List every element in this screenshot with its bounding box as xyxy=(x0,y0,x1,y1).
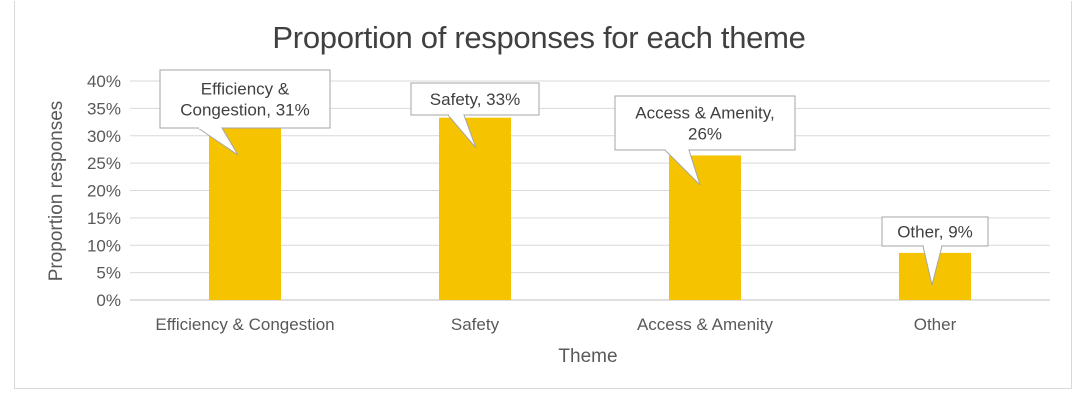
x-tick-label: Other xyxy=(914,315,957,334)
data-label: Other, 9% xyxy=(881,216,989,286)
data-label-text: 26% xyxy=(688,125,722,144)
bars xyxy=(209,117,971,301)
y-tick-label: 30% xyxy=(87,127,121,146)
bar xyxy=(669,155,741,300)
data-label-box xyxy=(159,69,331,129)
y-axis-title: Proportion responses xyxy=(46,101,67,282)
data-label-text: Congestion, 31% xyxy=(180,101,309,120)
data-label-pointer xyxy=(447,114,477,149)
y-tick-label: 15% xyxy=(87,209,121,228)
x-tick-label: Safety xyxy=(451,315,500,334)
data-label-pointer xyxy=(922,245,943,286)
x-tick-label: Efficiency & Congestion xyxy=(155,315,334,334)
data-label-text: Safety, 33% xyxy=(430,90,520,109)
data-label-box xyxy=(410,82,540,116)
data-label-pointer xyxy=(664,149,701,186)
x-axis-title: Theme xyxy=(558,346,617,367)
data-label: Safety, 33% xyxy=(410,82,540,149)
y-tick-label: 0% xyxy=(96,291,121,310)
data-label-box xyxy=(614,95,796,151)
bar xyxy=(209,127,281,300)
data-label: Efficiency & Congestion, 31% xyxy=(159,69,331,156)
y-tick-label: 25% xyxy=(87,154,121,173)
bar xyxy=(439,117,511,301)
chart-frame xyxy=(14,1,1072,389)
chart-title: Proportion of responses for each theme xyxy=(272,20,806,55)
data-label-box xyxy=(881,216,989,247)
data-label-pointer xyxy=(197,127,239,156)
y-tick-label: 20% xyxy=(87,182,121,201)
y-tick-label: 35% xyxy=(87,99,121,118)
data-label: Access & Amenity, 26% xyxy=(614,95,796,186)
data-label-text: Access & Amenity, xyxy=(635,104,775,123)
data-labels: Efficiency & Congestion, 31% Safety, 33% Ac… xyxy=(159,69,989,286)
y-tick-label: 40% xyxy=(87,72,121,91)
y-axis-ticks: 0% 5% 10% 15% 20% 25% 30% 35% 40% xyxy=(87,72,121,310)
y-tick-label: 5% xyxy=(96,264,121,283)
y-tick-label: 10% xyxy=(87,236,121,255)
data-label-text: Other, 9% xyxy=(897,223,973,242)
x-tick-label: Access & Amenity xyxy=(637,315,774,334)
x-axis-ticks: Efficiency & Congestion Safety Access & Am… xyxy=(155,315,956,334)
data-label-text: Efficiency & xyxy=(201,80,290,99)
